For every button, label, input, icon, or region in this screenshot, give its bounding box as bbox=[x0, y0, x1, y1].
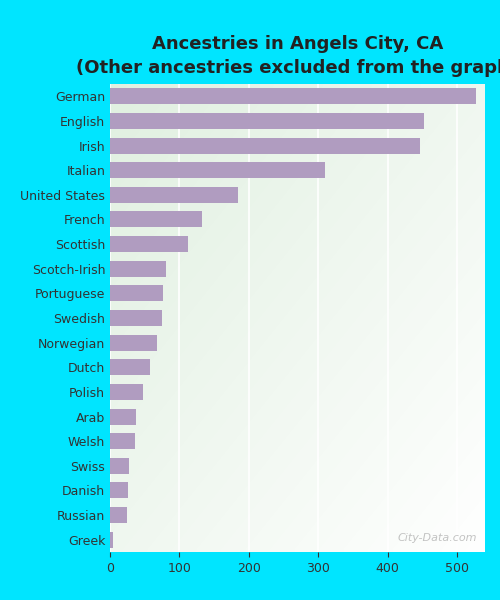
Bar bbox=[110, 532, 114, 548]
Bar bbox=[110, 482, 128, 499]
Bar bbox=[110, 359, 150, 375]
Bar bbox=[110, 507, 126, 523]
Bar bbox=[110, 458, 130, 474]
Bar bbox=[110, 113, 424, 129]
Bar bbox=[110, 211, 202, 227]
Bar bbox=[110, 286, 163, 301]
Bar bbox=[110, 137, 420, 154]
Title: Ancestries in Angels City, CA
(Other ancestries excluded from the graph): Ancestries in Angels City, CA (Other anc… bbox=[76, 35, 500, 77]
Bar bbox=[110, 187, 238, 203]
Bar bbox=[110, 162, 326, 178]
Bar bbox=[110, 261, 166, 277]
Text: City-Data.com: City-Data.com bbox=[398, 533, 477, 542]
Bar bbox=[110, 384, 142, 400]
Bar bbox=[110, 236, 188, 252]
Bar bbox=[110, 409, 136, 425]
Bar bbox=[110, 88, 476, 104]
Bar bbox=[110, 433, 135, 449]
Bar bbox=[110, 310, 162, 326]
Bar bbox=[110, 335, 157, 350]
